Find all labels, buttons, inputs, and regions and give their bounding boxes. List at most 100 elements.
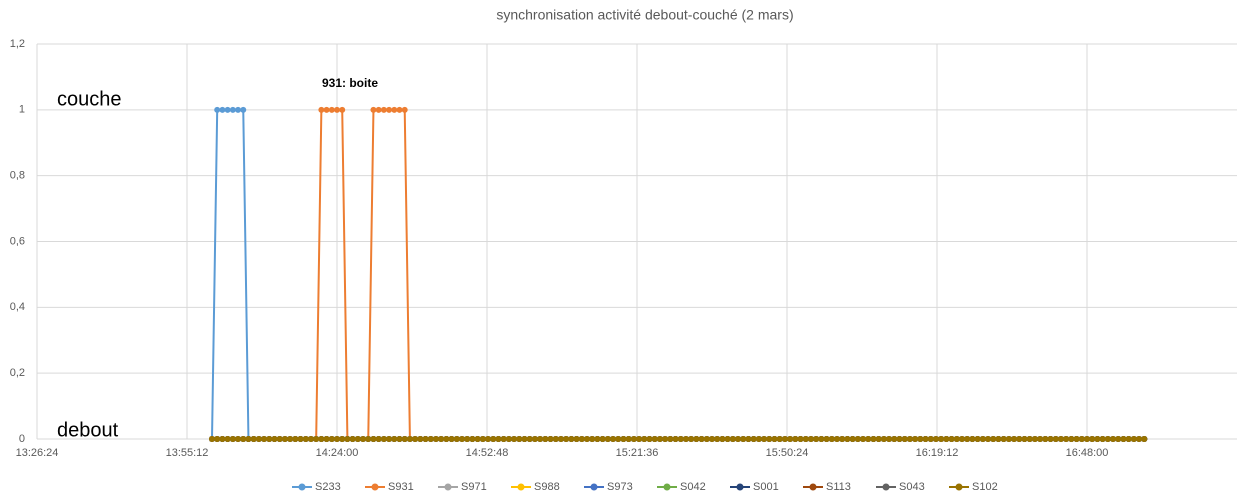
data-point: [365, 436, 372, 442]
data-point: [219, 436, 226, 442]
data-point: [250, 436, 257, 442]
data-point: [240, 436, 247, 442]
data-point: [490, 436, 497, 442]
data-point: [880, 436, 887, 442]
series-line: [212, 108, 1145, 440]
data-point: [1078, 436, 1085, 442]
data-point: [1115, 436, 1122, 442]
data-point: [391, 106, 398, 113]
data-point: [552, 436, 559, 442]
data-point: [235, 106, 242, 113]
data-point: [1000, 436, 1007, 442]
data-point: [1084, 436, 1090, 442]
data-point: [959, 436, 965, 442]
plot: [209, 106, 1148, 442]
data-point: [620, 436, 627, 442]
data-point: [839, 436, 846, 442]
data-point: [443, 436, 450, 442]
data-point: [1021, 436, 1028, 442]
data-point: [854, 436, 861, 442]
data-point: [714, 436, 721, 442]
x-tick-label: 14:52:48: [466, 447, 509, 459]
y-tick-label: 0,6: [10, 235, 25, 247]
data-point: [334, 436, 340, 442]
legend-label: S043: [899, 481, 925, 493]
data-point: [886, 436, 893, 442]
data-point: [375, 436, 382, 442]
data-point: [849, 436, 856, 442]
data-point: [672, 436, 679, 442]
data-point: [406, 436, 413, 442]
data-point: [703, 436, 710, 442]
data-point: [745, 436, 752, 442]
legend-marker: [444, 483, 452, 491]
data-point: [761, 436, 768, 442]
data-point: [1052, 436, 1059, 442]
data-point: [797, 436, 804, 442]
data-point: [500, 436, 507, 442]
data-point: [964, 436, 971, 442]
data-point: [380, 106, 387, 113]
data-point: [349, 436, 356, 442]
data-point: [979, 436, 986, 442]
data-point: [953, 436, 960, 442]
data-point: [917, 436, 924, 442]
data-point: [307, 436, 314, 442]
data-point: [818, 436, 825, 442]
legend-marker: [517, 483, 525, 491]
data-point: [401, 436, 408, 442]
data-point: [688, 436, 695, 442]
data-point: [1089, 436, 1096, 442]
data-point: [594, 436, 601, 442]
data-point: [1130, 436, 1137, 442]
data-point: [1141, 436, 1148, 442]
data-point: [735, 436, 742, 442]
data-point: [662, 436, 669, 442]
legend-marker: [809, 483, 817, 491]
data-point: [542, 436, 549, 442]
grid: 0 0,2 0,4 0,6 0,8 1 1,2 13:26:24 13:55:12 14:24:0…: [10, 38, 1237, 459]
series-line: [211, 108, 1145, 440]
data-point: [557, 436, 564, 442]
y-tick-label: 0,8: [10, 170, 25, 182]
data-point: [646, 436, 653, 442]
data-point: [781, 436, 788, 442]
data-point: [792, 436, 799, 442]
data-point: [813, 436, 820, 442]
x-tick-label: 15:21:36: [616, 447, 659, 459]
data-point: [214, 106, 221, 113]
data-point: [625, 436, 632, 442]
data-point: [698, 436, 705, 442]
data-point: [599, 436, 606, 442]
data-point: [370, 436, 377, 442]
data-point: [485, 436, 492, 442]
data-point: [1047, 436, 1054, 442]
data-point: [479, 436, 486, 442]
data-point: [834, 436, 840, 442]
data-point: [943, 436, 950, 442]
data-point: [823, 436, 830, 442]
legend-label: S931: [388, 481, 414, 493]
data-point: [870, 436, 877, 442]
data-point: [948, 436, 955, 442]
data-point: [802, 436, 809, 442]
data-point: [339, 436, 346, 442]
data-point: [313, 436, 320, 442]
data-point: [266, 436, 273, 442]
data-point: [807, 436, 814, 442]
data-point: [667, 436, 674, 442]
data-point: [526, 436, 533, 442]
data-point: [1094, 436, 1101, 442]
data-point: [844, 436, 851, 442]
data-point: [224, 436, 231, 442]
legend-marker: [590, 483, 598, 491]
data-point: [974, 436, 981, 442]
legend-label: S971: [461, 481, 487, 493]
data-point: [1136, 436, 1143, 442]
data-point: [469, 436, 476, 442]
data-point: [906, 436, 913, 442]
data-point: [375, 106, 382, 113]
y-tick-label: 0,4: [10, 301, 25, 313]
data-point: [990, 436, 997, 442]
data-point: [386, 436, 393, 442]
